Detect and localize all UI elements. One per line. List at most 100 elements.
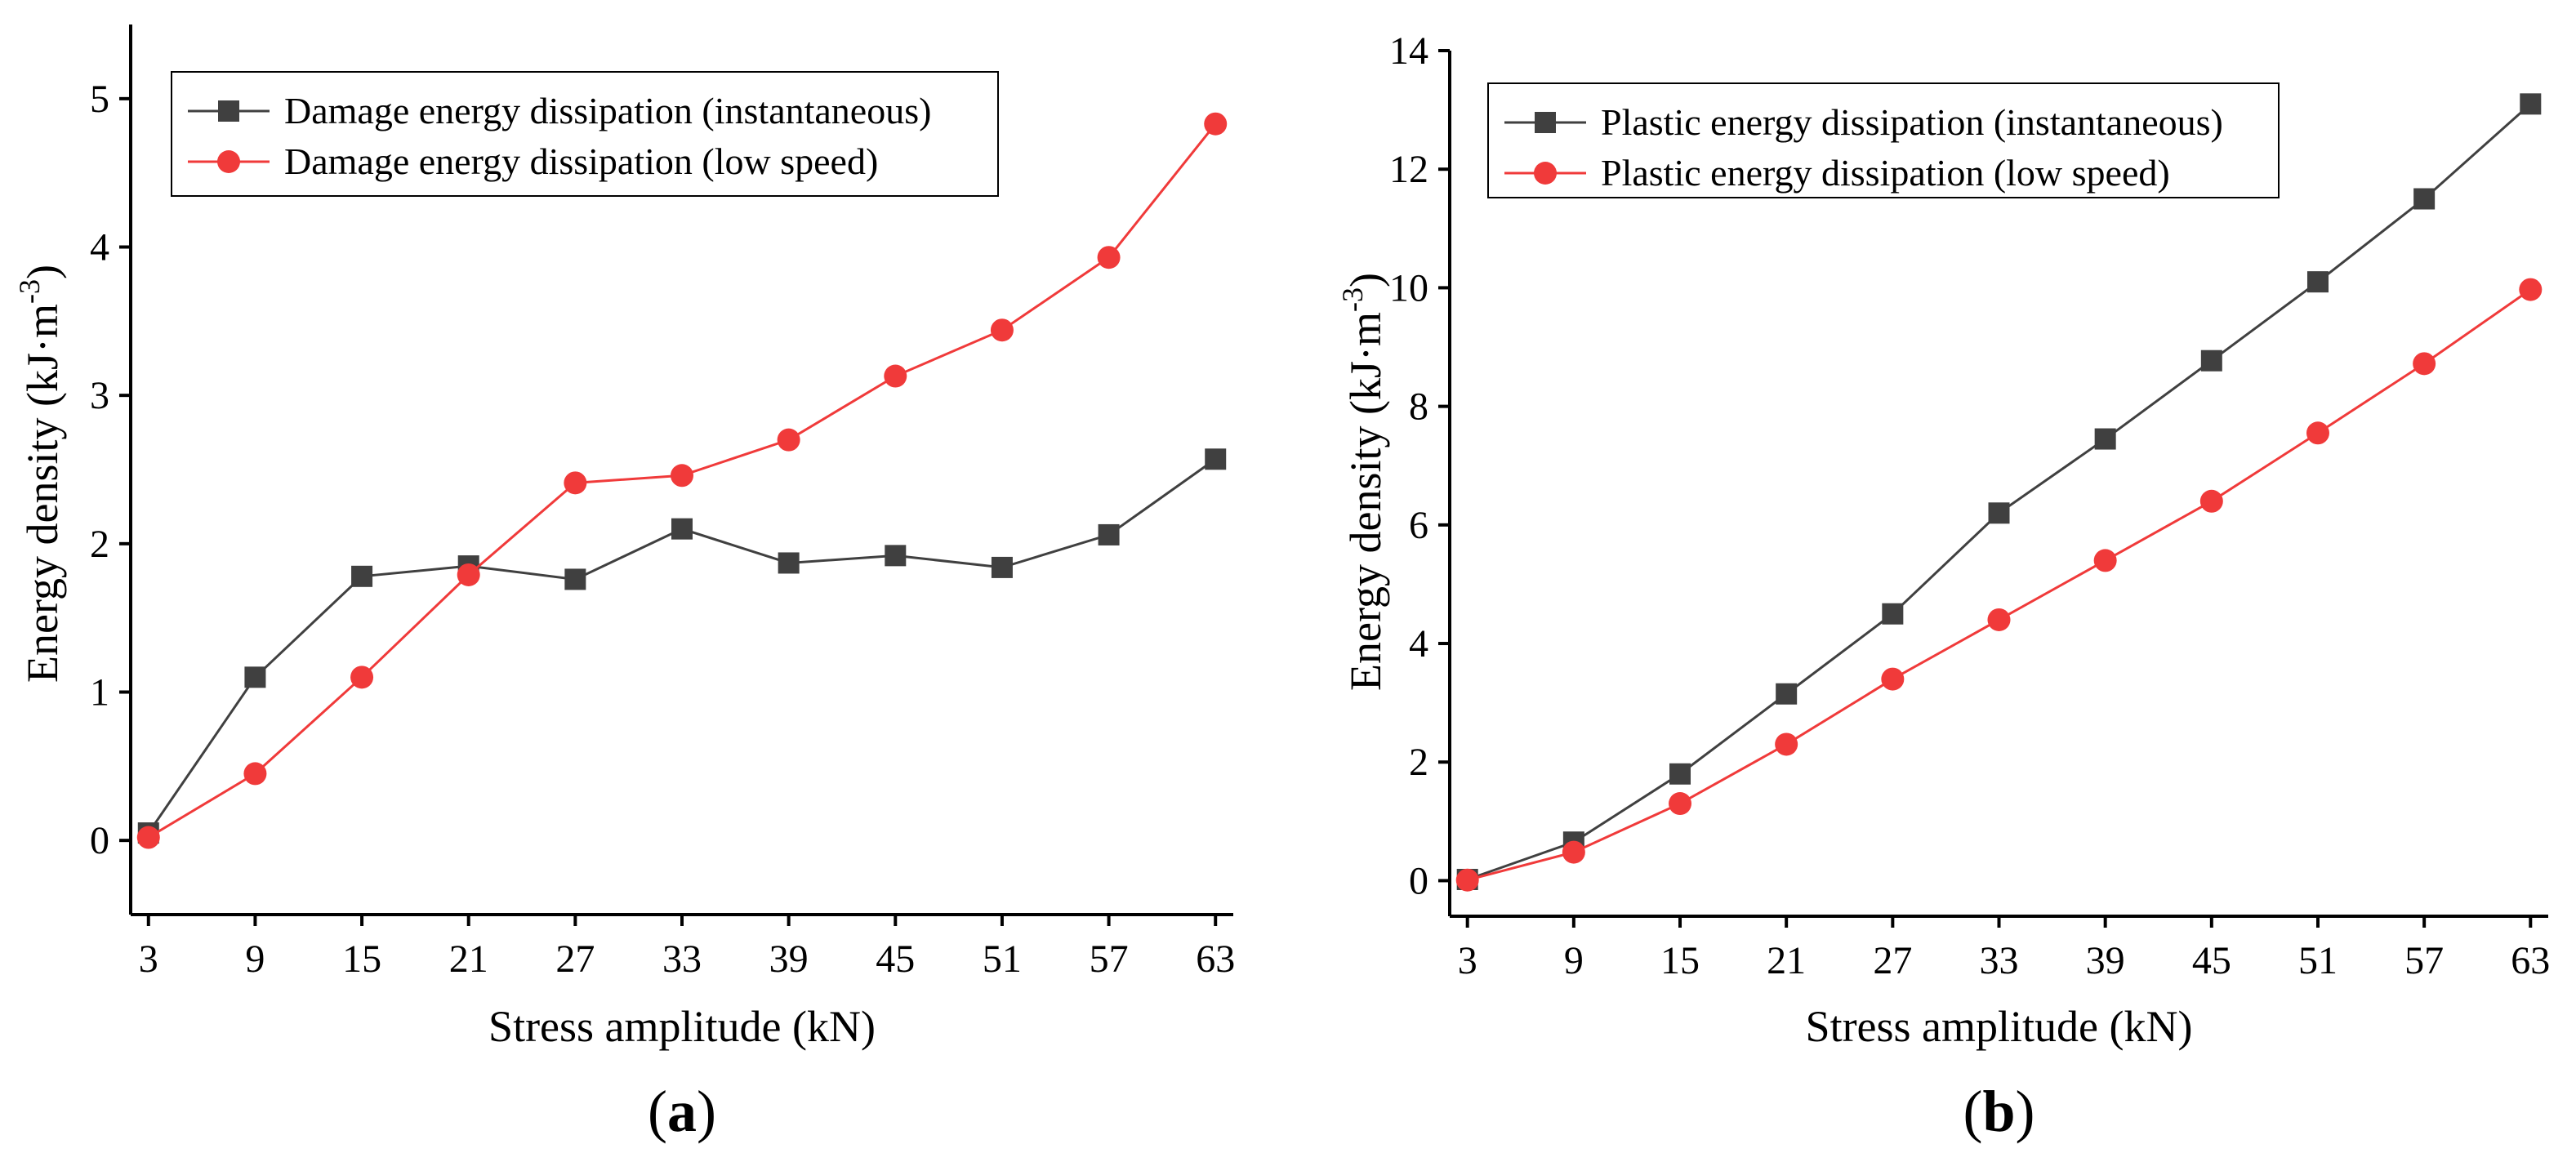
panel-a-y-tick-label: 1 [90,671,109,715]
panel-a-x-axis-title: Stress amplitude (kN) [488,1002,876,1051]
panel-a-series-1-point [243,762,267,786]
panel-a-x-tick-label: 15 [342,937,381,981]
panel-b-series-1-point [2306,421,2329,445]
panel-a-y-axis-title-main: Energy density (kJ·m [18,304,67,683]
panel-a-x-tick-label: 57 [1090,937,1129,981]
panel-b-series-1-point [2093,549,2117,572]
panel-a-series-1-point [884,364,907,388]
panel-b-x-tick-label: 45 [2192,939,2231,982]
panel-b-legend-marker-1 [1534,162,1557,185]
panel-a-x-tick-label: 33 [662,937,702,981]
panel-a-x-tick-label: 3 [139,937,158,981]
panel-a-y-tick-label: 2 [90,523,109,566]
panel-b-y-tick-label: 14 [1389,29,1428,73]
panel-b-legend-box [1487,82,2280,198]
panel-a-legend-box [171,71,999,197]
panel-b-series-1-line [1467,288,2532,882]
panel-a-series-0-point [991,556,1013,578]
panel-b-y-axis-title-main: Energy density (kJ·m [1341,312,1390,691]
panel-a-y-axis-title-sup: -3 [13,279,46,304]
panel-b-x-tick-label: 15 [1660,939,1700,982]
panel-b-label-open: ( [1963,1079,1982,1144]
panel-b-x-tick-label: 63 [2511,939,2550,982]
panel-a-x-tick-label: 21 [449,937,488,981]
panel-a-y-axis-title: Energy density (kJ·m-3) [13,265,67,683]
panel-b-series-0-point [2413,188,2436,210]
panel-b-x-tick-label: 51 [2298,939,2338,982]
panel-a-series-0-point [778,552,800,574]
panel-a-legend-label-1: Damage energy dissipation (low speed) [284,140,878,182]
panel-a-x-tick-label: 27 [555,937,595,981]
panel-b-y-tick-label: 6 [1409,504,1428,547]
panel-a-legend-marker-1 [217,150,240,173]
panel-b-x-tick-label: 3 [1458,939,1477,982]
panel-b-y-tick-label: 4 [1409,622,1428,666]
panel-a-series-0-point [564,568,586,590]
panel-b-x-axis-title: Stress amplitude (kN) [1806,1002,2193,1051]
panel-b-x-tick-label: 21 [1767,939,1806,982]
panel-a-series-1-point [777,428,800,452]
panel-a-series-1-point [564,471,587,495]
panel-a-series-1-point [457,563,480,586]
panel-b-label: (b) [1963,1079,2035,1144]
panel-a-series-0-point [351,565,373,587]
panel-b-label-close: ) [2016,1079,2035,1144]
panel-b-y-axis-title: Energy density (kJ·m-3) [1336,273,1390,691]
panel-a-series-0-point [1098,523,1120,545]
panel-b-y-tick-label: 0 [1409,859,1428,902]
panel-b-series-0-line [1467,103,2532,881]
panel-b-series-0-point [2520,93,2542,115]
panel-b-label-letter: b [1982,1079,2015,1144]
panel-b-series-0-point [1776,683,1798,705]
panel-a-series-1-point [1097,246,1121,269]
panel-a-label: (a) [648,1079,716,1144]
panel-b-x-tick-label: 27 [1873,939,1912,982]
panel-b-legend-label-0: Plastic energy dissipation (instantaneou… [1601,101,2223,143]
panel-b-series-0-point [2094,428,2116,450]
panel-b-series-1-point [1455,868,1479,892]
panel-b-y-tick-label: 12 [1389,148,1428,191]
panel-a-series-1-point [671,464,693,488]
panel-a-series-0-line [147,458,1217,834]
panel-b-legend-label-1: Plastic energy dissipation (low speed) [1601,152,2170,194]
panel-a-series-0-point [1205,448,1227,470]
panel-a-x-tick-label: 9 [245,937,265,981]
panel-a-label-close: ) [697,1079,716,1144]
panel-a-series-0-point [885,545,907,567]
panel-a-series-1-point [350,666,374,689]
panel-b-y-tick-label: 2 [1409,741,1428,784]
panel-b-x-tick-label: 39 [2086,939,2125,982]
panel-b-series-0-point [1988,502,2010,524]
panel-b-series-0-point [2306,271,2329,293]
panel-a-y-axis-title-close: ) [18,265,67,279]
panel-a-series-1-point [136,826,160,849]
panel-b-x-tick-label: 9 [1564,939,1584,982]
panel-b-series-1-point [1881,667,1905,691]
panel-a-label-letter: a [667,1079,697,1144]
panel-a-y-tick-label: 3 [90,374,109,417]
panel-b-y-tick-label: 8 [1409,385,1428,429]
panel-b-y-tick-label: 10 [1389,266,1428,309]
panel-b-series-1-point [2413,352,2436,376]
panel-a-series-0-point [671,518,693,540]
panel-b-series-1-point [1987,608,2011,631]
panel-b-series-0-point [2200,350,2222,372]
panel-a-series-1-point [1204,112,1228,136]
panel-a-x-tick-label: 51 [983,937,1022,981]
panel-a-legend-marker-0 [218,100,239,122]
panel-a-x-tick-label: 39 [769,937,809,981]
panel-b-series-0-point [1882,603,1904,625]
panel-a-y-tick-label: 5 [90,78,109,121]
panel-b-x-tick-label: 33 [1980,939,2019,982]
panel-a-y-tick-label: 0 [90,819,109,862]
panel-a-series-1-point [990,318,1014,342]
panel-a-y-tick-label: 4 [90,226,109,269]
panel-b-series-1-point [1669,792,1692,816]
panel-a-legend-label-0: Damage energy dissipation (instantaneous… [284,90,931,131]
panel-b-series-0-point [1669,763,1691,785]
panel-b-y-axis-title-close: ) [1341,273,1390,287]
panel-a-x-tick-label: 45 [876,937,915,981]
panel-b-series-1-point [2519,278,2543,301]
